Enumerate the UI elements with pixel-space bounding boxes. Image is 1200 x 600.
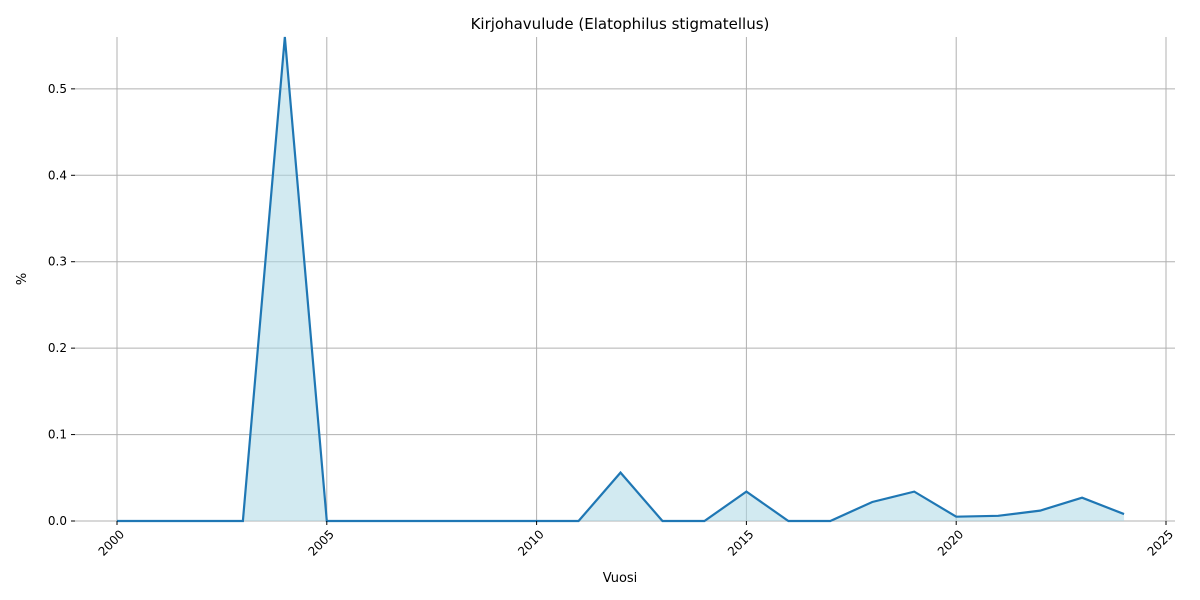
x-axis-ticks: 2000 2005 2010 2015 2020 2025 <box>96 521 1176 559</box>
x-tick-label: 2020 <box>935 527 966 558</box>
y-axis-ticks: 0.0 0.1 0.2 0.3 0.4 0.5 <box>48 82 75 528</box>
y-tick-label: 0.0 <box>48 514 67 528</box>
y-tick-label: 0.1 <box>48 428 67 442</box>
area-fill-layer <box>117 37 1125 521</box>
x-tick-label: 2005 <box>305 527 336 558</box>
y-tick-label: 0.4 <box>48 168 67 182</box>
y-tick-label: 0.2 <box>48 341 67 355</box>
grid <box>75 37 1175 522</box>
x-tick-label: 2010 <box>515 527 546 558</box>
area-fill <box>117 37 1125 521</box>
y-axis-label: % <box>15 273 30 285</box>
x-tick-label: 2025 <box>1145 527 1176 558</box>
chart-title: Kirjohavulude (Elatophilus stigmatellus) <box>471 15 770 33</box>
x-tick-label: 2000 <box>96 527 127 558</box>
x-axis-label: Vuosi <box>603 571 638 586</box>
y-tick-label: 0.3 <box>48 255 67 269</box>
x-tick-label: 2015 <box>725 527 756 558</box>
y-tick-label: 0.5 <box>48 82 67 96</box>
